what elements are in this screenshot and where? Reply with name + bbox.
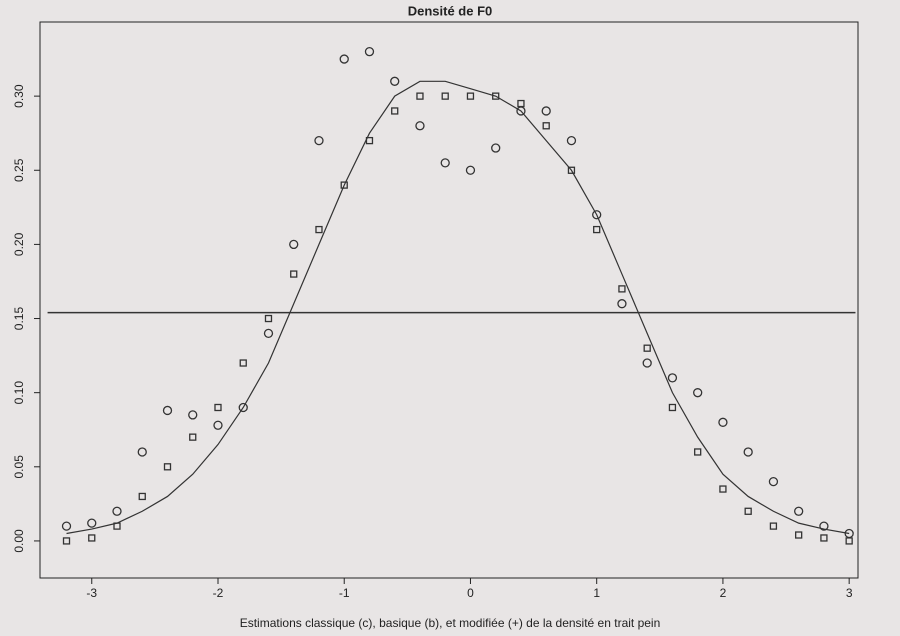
circle-marker [693,388,703,398]
circle-marker [768,476,779,487]
circle-marker [61,521,72,531]
square-marker [239,359,247,367]
circle-marker [339,54,349,64]
y-tick-label: 0.30 [12,84,26,108]
circle-marker [440,158,450,168]
circle-marker [112,506,122,516]
circle-marker [213,420,223,430]
square-marker [492,92,500,100]
y-tick-label: 0.05 [12,455,26,479]
square-marker [668,403,677,412]
x-axis-label: Estimations classique (c), basique (b), … [240,616,661,630]
square-marker [138,492,146,501]
circle-marker [87,518,97,528]
circle-marker [289,239,299,250]
circle-marker [819,521,829,531]
x-tick-label: 1 [593,586,600,600]
square-marker [391,107,399,115]
circle-marker [364,47,375,57]
circle-marker [162,405,173,416]
square-marker [163,463,172,471]
square-marker [567,166,576,174]
square-marker [340,181,348,189]
circle-marker [642,358,652,368]
square-marker [290,270,298,278]
square-marker [416,92,424,100]
circle-marker [794,506,804,516]
circle-marker [541,106,551,116]
square-marker [315,225,323,234]
y-tick-label: 0.00 [12,529,26,553]
circle-marker [592,210,602,220]
square-marker [214,403,222,412]
square-marker [769,522,778,530]
circle-marker [238,402,248,413]
square-marker [62,537,71,545]
density-line [66,80,850,535]
circle-marker [188,410,198,420]
x-tick-label: 2 [720,586,727,600]
x-tick-label: -3 [86,586,97,600]
y-tick-label: 0.10 [12,381,26,405]
y-tick-label: 0.20 [12,232,26,256]
square-marker [845,537,853,545]
square-marker [593,225,601,234]
square-marker [466,92,475,100]
plot-frame [39,21,859,579]
square-marker [542,122,550,130]
circle-marker [465,165,476,175]
square-marker [820,534,828,542]
square-marker [643,344,651,352]
circle-marker [263,328,274,339]
circle-marker [137,447,147,457]
square-marker [744,507,752,515]
x-tick-label: 3 [846,586,853,600]
circle-marker [718,417,728,427]
square-marker [618,285,626,293]
chart-title: Densité de F0 [408,3,493,18]
square-marker [264,314,273,323]
y-tick-label: 0.15 [12,307,26,331]
square-marker [88,534,96,542]
circle-marker [390,76,400,86]
circle-marker [617,299,627,309]
x-tick-label: 0 [467,586,474,600]
circle-marker [491,143,501,153]
x-tick-label: -1 [339,586,350,600]
square-marker [719,485,727,493]
square-marker [694,448,702,456]
circle-marker [415,121,425,131]
circle-marker [743,447,753,457]
circle-marker [566,135,577,146]
square-marker [795,531,803,539]
y-tick-label: 0.25 [12,158,26,182]
circle-marker [314,135,324,146]
x-tick-label: -2 [213,586,224,600]
circle-marker [667,373,678,383]
square-marker [517,99,525,108]
square-marker [189,433,197,441]
square-marker [441,92,449,100]
